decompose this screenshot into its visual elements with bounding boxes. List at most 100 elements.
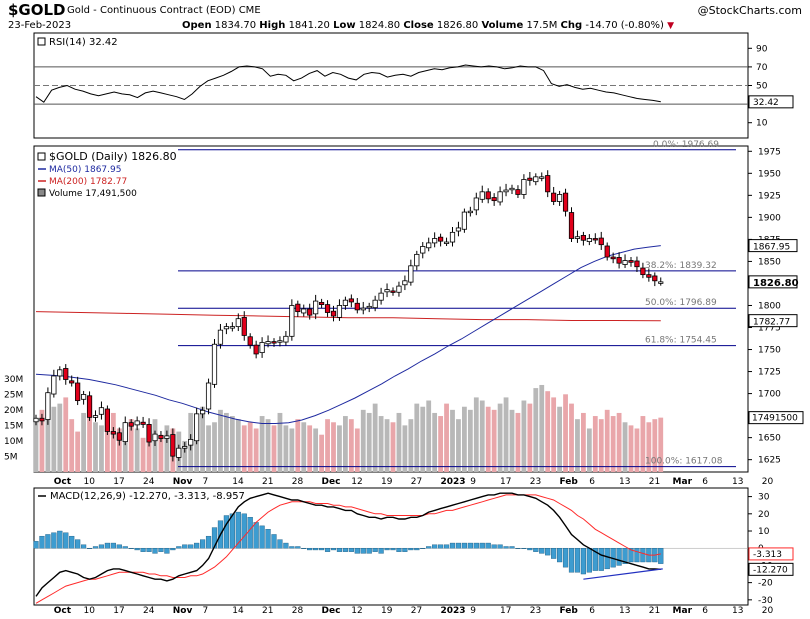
candle-body xyxy=(63,368,69,380)
candle-body xyxy=(336,305,343,318)
price-x-tick-label: 17 xyxy=(113,477,124,487)
candle-body xyxy=(580,235,587,241)
macd-x-tick-label: 17 xyxy=(113,606,124,616)
macd-histogram-bar xyxy=(104,542,111,549)
macd-x-tick-label: 24 xyxy=(143,606,155,616)
candle-body xyxy=(45,392,51,420)
volume-bar xyxy=(122,431,128,472)
candle-body xyxy=(182,446,188,449)
macd-histogram-bar xyxy=(271,534,277,549)
candle-body xyxy=(170,434,176,457)
volume-bar xyxy=(462,406,467,472)
candle-body xyxy=(354,302,360,311)
candle-body xyxy=(467,210,473,214)
macd-histogram-bar xyxy=(199,539,206,549)
volume-bar xyxy=(325,419,330,472)
macd-histogram-bar xyxy=(521,548,527,549)
macd-panel-frame xyxy=(33,487,749,606)
macd-x-tick-label: 9 xyxy=(470,606,476,616)
macd-histogram-bar xyxy=(289,546,295,549)
volume-bar xyxy=(640,416,646,472)
macd-x-tick-label: 21 xyxy=(262,606,273,616)
description-text: Gold - Continuous Contract (EOD) xyxy=(67,5,236,16)
macd-histogram-bar xyxy=(443,544,450,549)
macd-y-tick-label: -20 xyxy=(758,579,773,589)
macd-histogram-bar xyxy=(152,548,158,554)
macd-histogram-bar xyxy=(342,548,349,552)
candle-body xyxy=(188,438,194,446)
volume-bar xyxy=(241,425,247,472)
candle-body xyxy=(426,242,432,249)
macd-x-tick-label: 28 xyxy=(292,606,304,616)
candle-body xyxy=(318,301,325,305)
candle-body xyxy=(324,304,331,313)
volume-bar xyxy=(194,419,200,472)
macd-histogram-bar xyxy=(420,548,426,549)
volume-bar xyxy=(277,412,283,472)
candle-body xyxy=(140,421,146,425)
macd-histogram-bar xyxy=(259,525,265,549)
macd-histogram-bar xyxy=(188,544,194,549)
macd-histogram-bar xyxy=(473,542,479,549)
macd-histogram-bar xyxy=(205,535,212,549)
candle-body xyxy=(86,395,93,418)
volume-bar xyxy=(420,406,426,472)
macd-histogram-bar xyxy=(277,539,283,549)
macd-histogram-bar xyxy=(438,544,444,549)
high-value: 1841.20 xyxy=(288,20,330,31)
candle-body xyxy=(616,257,622,264)
volume-bar xyxy=(628,425,634,472)
macd-histogram-bar xyxy=(235,511,241,549)
candle-body xyxy=(432,238,438,244)
price-x-tick-label: Nov xyxy=(173,477,193,487)
macd-legend-label: MACD(12,26,9) -12.270, -3.313, -8.957 xyxy=(50,491,245,502)
candle-body xyxy=(390,290,396,293)
candle-body xyxy=(539,176,545,179)
volume-axis-label: 10M xyxy=(4,437,23,447)
candle-body xyxy=(342,299,349,306)
macd-histogram-bar xyxy=(158,548,164,552)
macd-histogram-bar xyxy=(360,548,366,554)
candle-body xyxy=(134,420,140,426)
volume-bar xyxy=(134,428,140,472)
volume-bar xyxy=(450,409,455,472)
candle-body xyxy=(229,326,235,329)
macd-x-tick-label: 21 xyxy=(649,606,660,616)
macd-histogram-bar xyxy=(598,548,604,571)
macd-y-tick-label: -30 xyxy=(758,596,773,606)
price-value-tag-text: 1826.80 xyxy=(753,278,799,289)
volume-axis-label: 30M xyxy=(4,375,23,385)
macd-histogram-bar xyxy=(75,539,81,549)
macd-histogram-bar xyxy=(134,548,140,551)
price-value-tag xyxy=(748,275,798,289)
macd-histogram-bar xyxy=(110,542,116,549)
macd-x-tick-label: Dec xyxy=(322,606,341,616)
candle-body xyxy=(110,431,116,435)
macd-y-tick-label: 10 xyxy=(758,527,770,537)
candle-body xyxy=(622,260,628,265)
candle-body xyxy=(277,340,283,343)
candle-body xyxy=(33,417,39,423)
candle-body xyxy=(271,341,277,344)
volume-axis-label: 15M xyxy=(4,421,23,431)
volume-bar xyxy=(479,400,485,472)
volume-bar xyxy=(116,428,122,472)
macd-histogram-bar xyxy=(634,548,640,563)
macd-x-tick-label: 10 xyxy=(84,606,96,616)
macd-x-tick-label: 6 xyxy=(589,606,595,616)
volume-axis-label: 20M xyxy=(4,406,23,416)
candle-body xyxy=(634,260,640,268)
macd-histogram-bar xyxy=(378,548,384,554)
volume-bar xyxy=(99,425,104,472)
volume-bar xyxy=(503,397,509,472)
volume-bar xyxy=(390,422,396,472)
macd-histogram-bar xyxy=(182,544,188,549)
volume-bar xyxy=(604,409,610,472)
price-x-tick-label: 9 xyxy=(470,477,476,487)
volume-bar xyxy=(164,425,170,472)
volume-bar xyxy=(247,422,253,472)
macd-x-tick-label: 13 xyxy=(619,606,630,616)
macd-histogram-bar xyxy=(402,548,408,552)
macd-histogram-bar xyxy=(509,546,515,549)
